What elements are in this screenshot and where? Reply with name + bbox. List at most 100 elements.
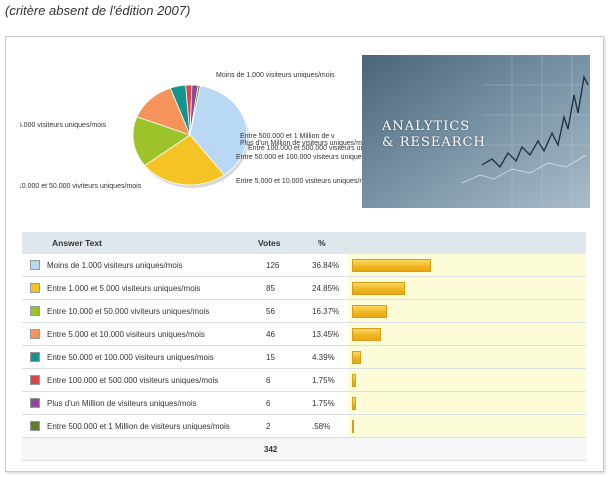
bar-cell: [348, 414, 566, 438]
answer-cell: Plus d'un Million de visiteurs uniques/m…: [22, 391, 254, 415]
answer-label: Entre 50.000 et 100.000 visiteurs unique…: [47, 352, 214, 362]
answer-label: Entre 500.000 et 1 Million de visiteurs …: [47, 421, 230, 431]
pie-slice: [189, 85, 201, 136]
table-row: Moins de 1.000 visiteurs uniques/mois 126…: [22, 254, 586, 277]
table-row: Entre 1.000 et 5.000 visiteurs uniques/m…: [22, 276, 586, 300]
vote-bar: [352, 258, 431, 272]
color-swatch: [30, 260, 40, 270]
answer-label: Plus d'un Million de visiteurs uniques/m…: [47, 398, 197, 408]
bar-cell: [348, 276, 566, 300]
vote-bar: [352, 350, 362, 364]
bar-spacer: [566, 391, 586, 415]
percent-cell: 1.75%: [312, 391, 348, 415]
answer-label: Entre 1.000 et 5.000 visiteurs uniques/m…: [47, 283, 201, 293]
table-row: Entre 5.000 et 10.000 visiteurs uniques/…: [22, 322, 586, 346]
answer-label: Entre 100.000 et 500.000 visiteurs uniqu…: [47, 375, 219, 385]
answer-cell: Entre 500.000 et 1 Million de visiteurs …: [22, 414, 254, 438]
bar-spacer: [566, 368, 586, 392]
bar-spacer: [566, 322, 586, 346]
percent-cell: .58%: [312, 414, 348, 438]
vote-bar: [352, 281, 405, 295]
votes-cell: 85: [254, 276, 312, 300]
vote-bar: [352, 396, 356, 410]
pie-chart-panel: Moins de 1.000 visiteurs uniques/mois e 5…: [20, 57, 363, 213]
answer-label: Moins de 1.000 visiteurs uniques/mois: [47, 260, 183, 270]
percent-cell: 1.75%: [312, 368, 348, 392]
table-row: Plus d'un Million de visiteurs uniques/m…: [22, 391, 586, 415]
bar-cell: [348, 391, 566, 415]
table-row: Entre 50.000 et 100.000 visiteurs unique…: [22, 345, 586, 369]
votes-cell: 46: [254, 322, 312, 346]
table-row: Entre 500.000 et 1 Million de visiteurs …: [22, 414, 586, 438]
table-header-row: Answer Text Votes %: [22, 232, 586, 254]
answer-cell: Entre 50.000 et 100.000 visiteurs unique…: [22, 345, 254, 369]
photo-title-line2: & RESEARCH: [382, 135, 486, 150]
votes-cell: 6: [254, 391, 312, 415]
percent-cell: 36.84%: [312, 254, 348, 277]
color-swatch: [30, 421, 40, 431]
bar-spacer: [566, 276, 586, 300]
bar-cell: [348, 368, 566, 392]
analytics-research-image: ANALYTICS & RESEARCH: [362, 55, 590, 208]
percent-cell: 16.37%: [312, 299, 348, 323]
spacer-header: [566, 232, 586, 254]
caption: (critère absent de l'édition 2007): [5, 3, 191, 18]
answer-cell: Entre 1.000 et 5.000 visiteurs uniques/m…: [22, 276, 254, 300]
percent-header: %: [312, 232, 348, 254]
bar-cell: [348, 345, 566, 369]
pie-slice: [144, 134, 225, 186]
vote-bar: [352, 419, 354, 433]
pie-label: Entre 500.000 et 1 Million de v: [240, 133, 335, 140]
color-swatch: [30, 329, 40, 339]
answer-label: Entre 5.000 et 10.000 visiteurs uniques/…: [47, 329, 205, 339]
poll-results-panel: Moins de 1.000 visiteurs uniques/mois e 5…: [5, 36, 604, 472]
pie-label: Moins de 1.000 visiteurs uniques/mois: [216, 72, 335, 79]
vote-bar: [352, 373, 356, 387]
pie-slice: [189, 85, 248, 176]
pie-label: e 5.000 visiteurs uniques/mois: [20, 122, 107, 129]
vote-bar: [352, 327, 381, 341]
color-swatch: [30, 283, 40, 293]
total-row: 342: [22, 437, 586, 461]
bar-spacer: [566, 254, 586, 277]
percent-cell: 24.85%: [312, 276, 348, 300]
bar-cell: [348, 254, 566, 277]
results-table: Answer Text Votes % Moins de 1.000 visit…: [22, 232, 586, 461]
total-votes: 342: [254, 437, 312, 461]
votes-cell: 56: [254, 299, 312, 323]
photo-title-line1: ANALYTICS: [382, 119, 471, 134]
bar-spacer: [566, 414, 586, 438]
pie-label: Entre 5.000 et 10.000 visiteurs uniques/…: [236, 178, 363, 185]
percent-cell: 13.45%: [312, 322, 348, 346]
stock-graph-icon: [362, 55, 590, 208]
answer-label: Entre 10.000 et 50.000 viviteurs uniques…: [47, 306, 210, 316]
color-swatch: [30, 398, 40, 408]
votes-cell: 6: [254, 368, 312, 392]
table-row: Entre 10.000 et 50.000 viviteurs uniques…: [22, 299, 586, 323]
table-row: Entre 100.000 et 500.000 visiteurs uniqu…: [22, 368, 586, 392]
answer-cell: Entre 5.000 et 10.000 visiteurs uniques/…: [22, 322, 254, 346]
bar-cell: [348, 322, 566, 346]
pie-slice: [132, 116, 191, 167]
answer-cell: Moins de 1.000 visiteurs uniques/mois: [22, 254, 254, 277]
votes-cell: 15: [254, 345, 312, 369]
pie-label: Entre 50.000 et 100.000 visiteurs unique…: [236, 154, 363, 161]
color-swatch: [30, 352, 40, 362]
bar-cell: [348, 299, 566, 323]
percent-cell: 4.39%: [312, 345, 348, 369]
votes-cell: 2: [254, 414, 312, 438]
bar-spacer: [566, 299, 586, 323]
pie-label: Entre 100.000 et 500.000 visiteurs uniqu…: [248, 145, 363, 152]
answer-cell: Entre 10.000 et 50.000 viviteurs uniques…: [22, 299, 254, 323]
pie-label: Plus d'un Million de visiteurs uniques/m…: [240, 140, 363, 147]
pie-chart: Moins de 1.000 visiteurs uniques/mois e 5…: [20, 72, 363, 190]
bar-spacer: [566, 345, 586, 369]
answer-cell: Entre 100.000 et 500.000 visiteurs uniqu…: [22, 368, 254, 392]
color-swatch: [30, 375, 40, 385]
pie-label: e 10.000 et 50.000 viviteurs uniques/moi…: [20, 183, 142, 190]
answer-header: Answer Text: [22, 232, 254, 254]
color-swatch: [30, 306, 40, 316]
votes-header: Votes: [254, 232, 312, 254]
bar-header: [348, 232, 566, 254]
vote-bar: [352, 304, 387, 318]
